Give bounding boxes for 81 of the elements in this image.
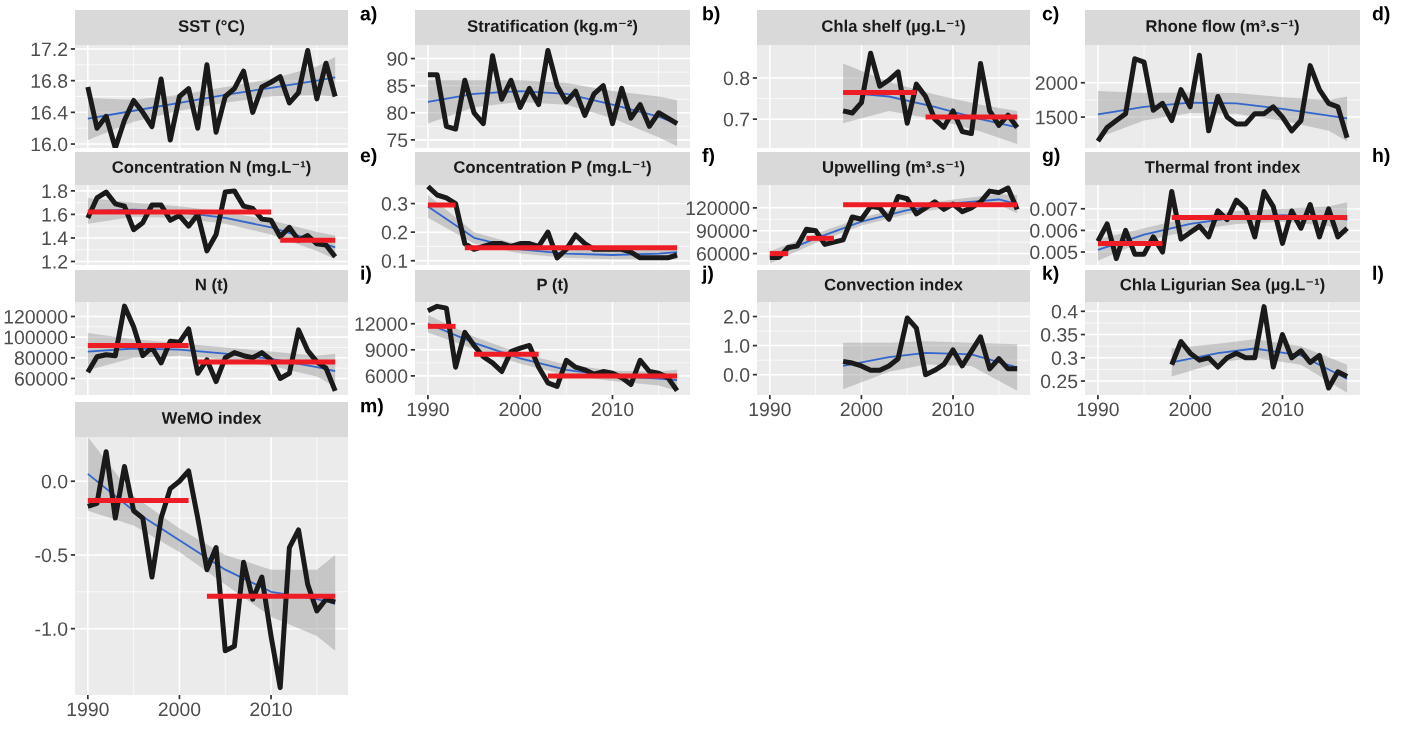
y-tick-label: 0.3 (1051, 351, 1078, 366)
y-tick-label: 100000 (4, 330, 68, 345)
x-tick-label: 2010 (591, 402, 634, 417)
y-tick-label: 0.35 (1040, 328, 1078, 342)
y-tick-label: 0.006 (1030, 223, 1078, 238)
y-tick-label: 1.4 (42, 231, 68, 245)
text: f) (702, 147, 714, 167)
y-tick-label: 0.8 (723, 71, 750, 86)
y-tick-label: 0.0 (41, 474, 68, 489)
y-tick-label: 2000 (1035, 76, 1078, 90)
y-tick-label: 1500 (1036, 110, 1078, 125)
y-tick-label: 0.25 (1040, 374, 1078, 389)
chart-title: Concentration N (mg.L⁻¹) (112, 160, 311, 177)
chart-title: P (t) (537, 278, 568, 294)
text: j) (701, 265, 713, 284)
text: c) (1042, 6, 1059, 25)
y-tick-label: 60000 (696, 247, 750, 261)
chart-title: Stratification (kg.m⁻²) (467, 19, 638, 36)
text: k) (1043, 265, 1059, 284)
y-tick-label: 1.6 (42, 207, 68, 222)
x-tick-label: 2010 (1261, 402, 1304, 417)
y-tick-label: 1.2 (42, 254, 68, 269)
y-tick-label: 12000 (355, 317, 408, 331)
y-tick-label: 0.007 (1030, 202, 1078, 217)
text: l) (1373, 265, 1383, 284)
text: d) (1372, 6, 1390, 25)
text: m) (361, 398, 383, 417)
chart-title: Rhone flow (m³.s⁻¹) (1146, 19, 1299, 36)
text: b) (703, 6, 720, 25)
chart-title: WeMO index (161, 411, 262, 424)
text: h) (1373, 147, 1390, 167)
chart-title: Upwelling (m³.s⁻¹) (822, 160, 965, 177)
x-tick-label: 1990 (407, 402, 449, 417)
y-tick-label: 0.2 (381, 225, 408, 240)
x-tick-label: 1990 (749, 402, 791, 417)
y-tick-label: 0.3 (381, 197, 408, 211)
y-tick-label: 90000 (696, 224, 750, 238)
y-tick-label: 17.2 (31, 42, 68, 57)
text: i) (361, 265, 371, 284)
chart-title: Concentration P (mg.L⁻¹) (454, 160, 651, 177)
y-tick-label: -1.0 (35, 622, 68, 636)
x-tick-label: 2000 (158, 702, 201, 717)
x-tick-label: 2010 (250, 702, 292, 717)
x-tick-label: 2000 (1169, 402, 1212, 417)
y-tick-label: 90 (387, 52, 408, 66)
y-tick-label: 75 (387, 133, 408, 148)
text: g) (1042, 147, 1060, 167)
y-tick-label: 9000 (365, 343, 408, 358)
y-tick-label: 60000 (14, 371, 68, 386)
x-tick-label: 2000 (840, 402, 883, 417)
y-tick-label: 16.4 (31, 105, 68, 120)
y-tick-label: 16.0 (31, 137, 68, 152)
y-tick-label: 0.4 (1051, 304, 1078, 319)
y-tick-label: 80000 (14, 351, 68, 366)
x-tick-label: 2010 (932, 402, 974, 417)
chart-title: Convection index (824, 278, 963, 291)
y-tick-label: 120000 (4, 309, 68, 324)
y-tick-label: 1.0 (724, 339, 750, 353)
text: a) (360, 6, 377, 25)
line-series (86, 76, 337, 120)
y-tick-label: 80 (387, 106, 408, 120)
x-tick-label: 2000 (499, 402, 542, 417)
y-tick-label: -0.5 (35, 548, 68, 563)
chart-title: N (t) (195, 278, 228, 294)
x-tick-label: 1990 (67, 702, 109, 717)
y-tick-label: 0.1 (381, 254, 408, 268)
y-tick-label: 2.0 (724, 310, 750, 324)
text: e) (360, 147, 377, 167)
y-tick-label: 85 (387, 79, 408, 93)
chart-title: Chla Ligurian Sea (µg.L⁻¹) (1120, 278, 1325, 294)
y-tick-label: 1.8 (42, 184, 68, 199)
y-tick-label: 6000 (365, 369, 408, 384)
y-tick-label: 120000 (686, 201, 750, 216)
y-tick-label: 0.0 (723, 368, 750, 382)
y-tick-label: 0.7 (723, 112, 750, 127)
y-tick-label: 16.8 (31, 74, 68, 88)
chart-title: SST (°C) (178, 19, 245, 36)
chart-title: Chla shelf (µg.L⁻¹) (822, 19, 965, 36)
y-tick-label: 0.005 (1030, 245, 1078, 260)
chart-title: Thermal front index (1144, 160, 1301, 173)
x-tick-label: 1990 (1077, 402, 1119, 417)
